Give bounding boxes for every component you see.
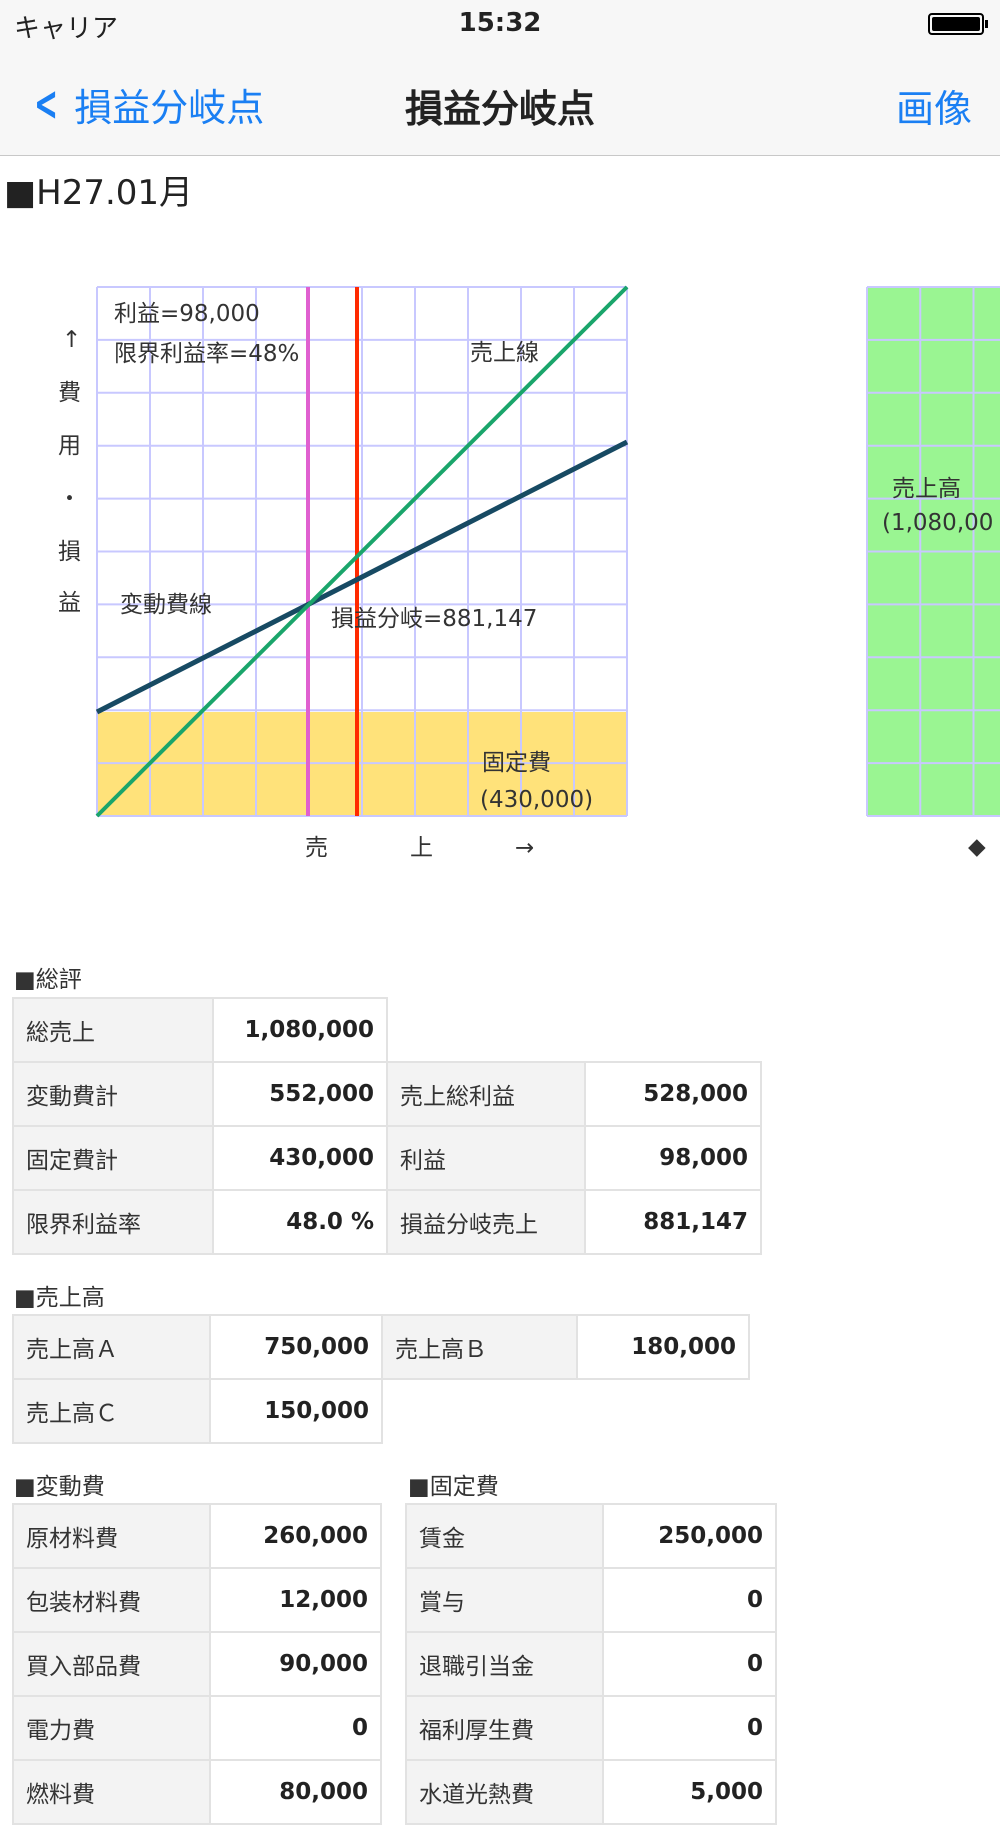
sales-line-label: 売上線: [470, 340, 539, 366]
label-cell: 変動費計: [12, 1061, 214, 1127]
value-cell: 0: [209, 1695, 382, 1761]
table-row: 原材料費 260,000: [12, 1503, 382, 1569]
table-row: 売上高Ａ 750,000 売上高Ｂ 180,000: [12, 1314, 750, 1380]
fixed-heading: ■固定費: [408, 1474, 499, 1500]
value-cell: 0: [602, 1631, 777, 1697]
y-axis-label: ・: [58, 486, 81, 512]
value-cell: 750,000: [209, 1314, 383, 1380]
variable-table: 原材料費 260,000 包装材料費 12,000 買入部品費 90,000 電力費 0 燃料費…: [12, 1503, 382, 1825]
breakeven-chart: 利益=98,000 限界利益率=48% 売上線 変動費線 損益分岐=881,14…: [58, 285, 1000, 860]
variable-cost-line: [95, 439, 629, 715]
profit-label: 利益=98,000: [114, 301, 260, 327]
label-cell: 総売上: [12, 997, 214, 1063]
fixed-value: (430,000): [480, 787, 593, 813]
value-cell: 150,000: [209, 1378, 383, 1444]
summary-table: 総売上 1,080,000 変動費計 552,000 売上総利益 528,000 固定費計 4…: [12, 997, 762, 1255]
label-cell: 買入部品費: [12, 1631, 211, 1697]
table-row: 包装材料費 12,000: [12, 1567, 382, 1633]
table-row: 賃金 250,000: [405, 1503, 777, 1569]
sales-line: [95, 285, 629, 818]
margin-label: 限界利益率=48%: [114, 341, 299, 367]
chevron-left-icon: <: [34, 76, 59, 132]
value-cell: 250,000: [602, 1503, 777, 1569]
sales-heading: ■売上高: [14, 1285, 105, 1311]
status-bar: キャリア 15:32: [0, 0, 1000, 46]
label-cell: 原材料費: [12, 1503, 211, 1569]
label-cell: 売上総利益: [386, 1061, 586, 1127]
label-cell: 電力費: [12, 1695, 211, 1761]
table-row: 福利厚生費 0: [405, 1695, 777, 1761]
label-cell: 燃料費: [12, 1759, 211, 1825]
value-cell: 5,000: [602, 1759, 777, 1825]
carrier-label: キャリア: [14, 14, 119, 44]
y-axis-label: 費: [58, 380, 81, 406]
table-row: 変動費計 552,000 売上総利益 528,000: [12, 1061, 762, 1127]
battery-icon: [928, 13, 988, 35]
value-cell: 12,000: [209, 1567, 382, 1633]
label-cell: 退職引当金: [405, 1631, 604, 1697]
table-row: 総売上 1,080,000: [12, 997, 761, 1063]
table-row: 電力費 0: [12, 1695, 382, 1761]
table-row: 限界利益率 48.0 % 損益分岐売上 881,147: [12, 1189, 762, 1255]
value-cell: 180,000: [576, 1314, 750, 1380]
label-cell: 限界利益率: [12, 1189, 214, 1255]
label-cell: 賞与: [405, 1567, 604, 1633]
back-button[interactable]: < 損益分岐点: [26, 76, 264, 132]
table-row: 固定費計 430,000 利益 98,000: [12, 1125, 762, 1191]
value-cell: 80,000: [209, 1759, 382, 1825]
value-cell: 552,000: [212, 1061, 388, 1127]
y-axis-label: 損: [58, 539, 81, 565]
label-cell: 包装材料費: [12, 1567, 211, 1633]
variable-heading: ■変動費: [14, 1474, 105, 1500]
side-chart-value: (1,080,00: [882, 510, 993, 536]
table-row: 退職引当金 0: [405, 1631, 777, 1697]
table-row: 買入部品費 90,000: [12, 1631, 382, 1697]
label-cell: 損益分岐売上: [386, 1189, 586, 1255]
x-axis-label: 売: [305, 835, 328, 860]
value-cell: 48.0 %: [212, 1189, 388, 1255]
variable-line-label: 変動費線: [120, 592, 212, 618]
label-cell: 売上高Ｃ: [12, 1378, 211, 1444]
sales-table: 売上高Ａ 750,000 売上高Ｂ 180,000 売上高Ｃ 150,000: [12, 1314, 750, 1444]
side-chart-label: 売上高: [892, 476, 961, 502]
value-cell: 528,000: [584, 1061, 762, 1127]
summary-heading: ■総評: [14, 967, 82, 993]
value-cell: 0: [602, 1567, 777, 1633]
nav-title: 損益分岐点: [404, 87, 595, 131]
y-axis-label: 用: [58, 433, 81, 459]
y-axis-label: 益: [58, 590, 81, 616]
label-cell: 利益: [386, 1125, 586, 1191]
clock: 15:32: [458, 8, 542, 38]
page-title: ■H27.01月: [4, 173, 194, 213]
back-label: 損益分岐点: [74, 85, 265, 130]
label-cell: 売上高Ａ: [12, 1314, 211, 1380]
x-axis-label: →: [515, 835, 534, 860]
table-row: 水道光熱費 5,000: [405, 1759, 777, 1825]
breakeven-label: 損益分岐=881,147: [331, 606, 537, 632]
navigation-bar: < 損益分岐点 損益分岐点 画像: [0, 46, 1000, 156]
label-cell: 売上高Ｂ: [381, 1314, 578, 1380]
x-axis-label: 上: [410, 835, 433, 860]
value-cell: 98,000: [584, 1125, 762, 1191]
value-cell: 881,147: [584, 1189, 762, 1255]
table-row: 賞与 0: [405, 1567, 777, 1633]
value-cell: 260,000: [209, 1503, 382, 1569]
label-cell: 福利厚生費: [405, 1695, 604, 1761]
label-cell: 賃金: [405, 1503, 604, 1569]
value-cell: 1,080,000: [212, 997, 388, 1063]
table-row: 売上高Ｃ 150,000: [12, 1378, 749, 1444]
table-row: 燃料費 80,000: [12, 1759, 382, 1825]
fixed-label: 固定費: [482, 750, 551, 776]
diamond-icon: ◆: [968, 834, 986, 860]
value-cell: 430,000: [212, 1125, 388, 1191]
value-cell: 0: [602, 1695, 777, 1761]
side-grid: [866, 286, 1000, 817]
value-cell: 90,000: [209, 1631, 382, 1697]
fixed-table: 賃金 250,000 賞与 0 退職引当金 0 福利厚生費 0 水道光熱費 5,000: [405, 1503, 777, 1825]
y-axis-label: ↑: [62, 327, 81, 353]
image-button[interactable]: 画像: [895, 87, 972, 131]
label-cell: 固定費計: [12, 1125, 214, 1191]
label-cell: 水道光熱費: [405, 1759, 604, 1825]
